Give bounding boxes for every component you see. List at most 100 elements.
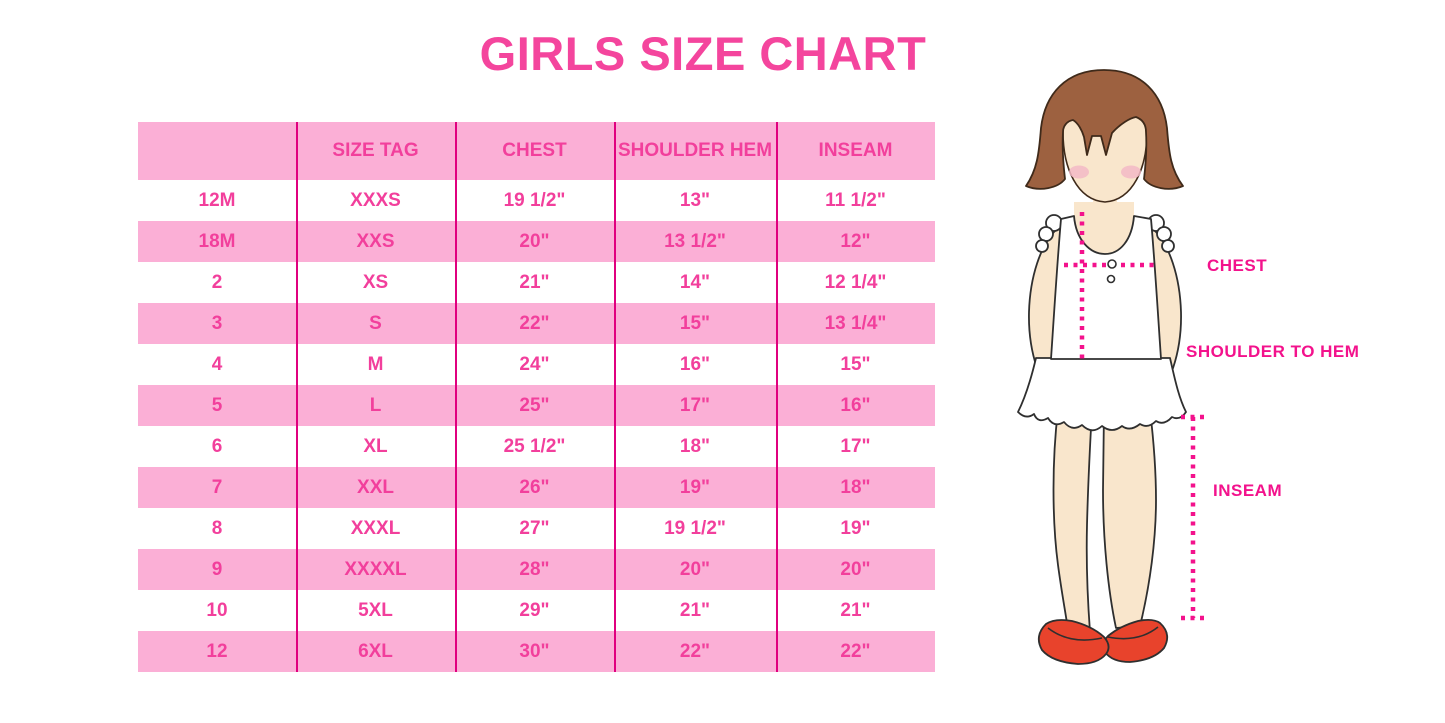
table-cell: 20" xyxy=(840,558,871,580)
column-divider xyxy=(455,122,457,672)
table-row: 12M XXXS 19 1/2" 13" 11 1/2" xyxy=(138,180,935,221)
table-cell: 9 xyxy=(211,558,223,580)
table-row: 18M XXS 20" 13 1/2" 12" xyxy=(138,221,935,262)
size-table-body: 12M XXXS 19 1/2" 13" 11 1/2" 18M XXS 20" 13 1/2"… xyxy=(138,180,935,672)
table-cell: 22" xyxy=(679,640,711,662)
table-cell: XXXL xyxy=(350,517,401,539)
table-cell: 5XL xyxy=(358,599,393,621)
table-cell: XXXS xyxy=(350,189,401,211)
inseam-label: INSEAM xyxy=(1213,481,1282,500)
table-cell: XS xyxy=(362,271,389,293)
table-cell: 15" xyxy=(840,353,871,375)
left-shoe xyxy=(1037,619,1110,665)
skirt-ruffle xyxy=(1017,357,1187,432)
table-cell: 16" xyxy=(840,394,871,416)
table-row: 12 6XL 30" 22" 22" xyxy=(138,631,935,672)
table-cell: 10 xyxy=(206,599,228,621)
table-cell: 12" xyxy=(840,230,871,252)
table-cell: 30" xyxy=(519,640,550,662)
table-cell: 18M xyxy=(198,230,236,252)
table-cell: S xyxy=(369,312,382,334)
table-cell: 5 xyxy=(211,394,223,416)
table-cell: XL xyxy=(363,435,388,457)
table-cell: 3 xyxy=(211,312,223,334)
table-cell: 20" xyxy=(519,230,550,252)
table-cell: 21" xyxy=(519,271,550,293)
shoulder-to-hem-label: SHOULDER TO HEM xyxy=(1186,342,1359,361)
column-divider xyxy=(776,122,778,672)
table-cell: 22" xyxy=(840,640,871,662)
table-row: 4 M 24" 16" 15" xyxy=(138,344,935,385)
table-cell: 25 1/2" xyxy=(503,435,566,457)
table-row: 8 XXXL 27" 19 1/2" 19" xyxy=(138,508,935,549)
table-cell: 17" xyxy=(840,435,871,457)
shirt xyxy=(1050,215,1162,360)
table-cell: 19" xyxy=(679,476,711,498)
table-row: 5 L 25" 17" 16" xyxy=(138,385,935,426)
col-header-blank xyxy=(138,122,296,180)
table-cell: 13" xyxy=(679,189,711,211)
column-divider xyxy=(614,122,616,672)
table-cell: 19 1/2" xyxy=(503,189,566,211)
red-shoes xyxy=(1037,618,1169,665)
table-cell: 26" xyxy=(519,476,550,498)
table-cell: 12 1/4" xyxy=(824,271,887,293)
table-cell: 15" xyxy=(679,312,711,334)
blush-left xyxy=(1069,165,1089,179)
table-row: 7 XXL 26" 19" 18" xyxy=(138,467,935,508)
col-header-inseam: INSEAM xyxy=(818,140,893,161)
table-cell: L xyxy=(369,394,382,416)
shirt-button-bottom xyxy=(1106,274,1116,284)
table-cell: 4 xyxy=(211,353,223,375)
table-cell: 13 1/4" xyxy=(824,312,887,334)
shirt-button-top xyxy=(1107,259,1117,269)
table-cell: 18" xyxy=(679,435,711,457)
table-cell: 13 1/2" xyxy=(664,230,726,252)
table-cell: XXL xyxy=(357,476,394,498)
table-cell: M xyxy=(367,353,384,375)
table-cell: 19" xyxy=(840,517,871,539)
table-cell: 21" xyxy=(679,599,711,621)
right-leg xyxy=(1102,409,1157,629)
table-cell: 28" xyxy=(519,558,550,580)
table-cell: 12M xyxy=(198,189,236,211)
blush-right xyxy=(1121,165,1141,179)
table-cell: 12 xyxy=(206,640,228,662)
right-shoe-strap xyxy=(1107,626,1159,640)
table-cell: 19 1/2" xyxy=(664,517,726,539)
table-cell: 8 xyxy=(211,517,223,539)
table-cell: 7 xyxy=(211,476,223,498)
table-cell: XXS xyxy=(356,230,395,252)
col-header-shoulder-hem: SHOULDER HEM xyxy=(617,140,773,161)
table-cell: 21" xyxy=(840,599,871,621)
table-cell: 16" xyxy=(679,353,711,375)
right-shoe xyxy=(1102,618,1169,663)
page-title: GIRLS SIZE CHART xyxy=(479,27,927,80)
table-row: 6 XL 25 1/2" 18" 17" xyxy=(138,426,935,467)
table-row: 9 XXXXL 28" 20" 20" xyxy=(138,549,935,590)
table-cell: 2 xyxy=(211,271,223,293)
chest-label: CHEST xyxy=(1207,256,1267,275)
table-cell: 27" xyxy=(519,517,550,539)
table-cell: 17" xyxy=(679,394,711,416)
table-cell: 6XL xyxy=(358,640,393,662)
left-shoe-strap xyxy=(1047,627,1103,641)
table-header-row: SIZE TAG CHEST SHOULDER HEM INSEAM xyxy=(138,122,935,180)
col-header-size-tag: SIZE TAG xyxy=(332,140,419,161)
hair xyxy=(1025,69,1184,190)
table-row: 10 5XL 29" 21" 21" xyxy=(138,590,935,631)
col-header-chest: CHEST xyxy=(502,140,567,161)
table-cell: 14" xyxy=(679,271,711,293)
girls-size-table: SIZE TAG CHEST SHOULDER HEM INSEAM 12M XX… xyxy=(138,122,935,672)
left-leg xyxy=(1052,409,1093,633)
table-row: 3 S 22" 15" 13 1/4" xyxy=(138,303,935,344)
table-cell: 24" xyxy=(519,353,550,375)
girl-measurement-diagram: CHEST SHOULDER TO HEM INSEAM xyxy=(1017,69,1359,665)
table-cell: 18" xyxy=(840,476,871,498)
table-cell: 20" xyxy=(679,558,711,580)
table-cell: 11 1/2" xyxy=(825,189,886,211)
table-row: 2 XS 21" 14" 12 1/4" xyxy=(138,262,935,303)
table-cell: 25" xyxy=(519,394,550,416)
table-cell: XXXXL xyxy=(344,558,407,580)
column-divider xyxy=(296,122,298,672)
